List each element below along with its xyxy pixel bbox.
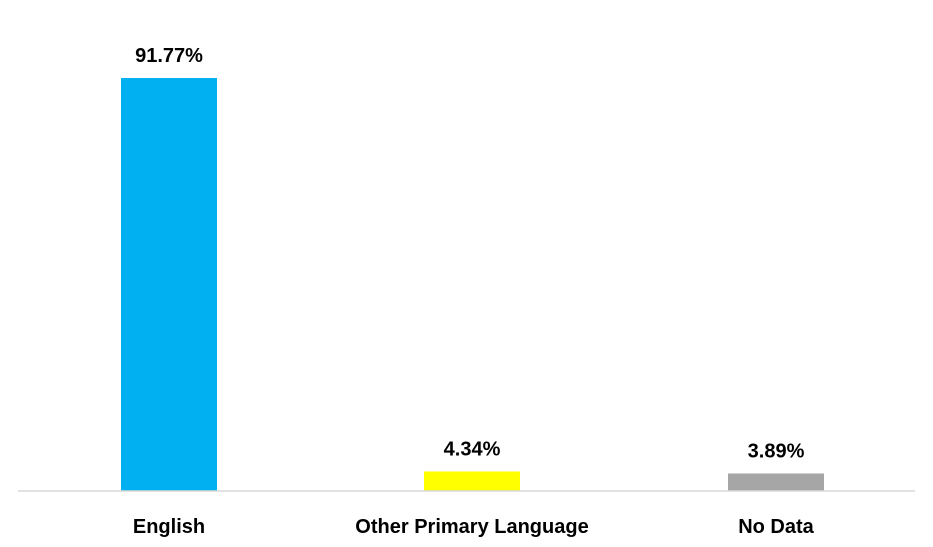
data-label-other-primary-language: 4.34% [444,438,501,460]
data-label-english: 91.77% [135,45,203,67]
data-label-no-data: 3.89% [748,440,805,462]
bar-english [121,78,217,491]
labels-layer: 91.77% English 4.34% Other Primary Language… [133,45,815,538]
category-label-other-primary-language: Other Primary Language [355,516,588,538]
bars-layer [121,78,824,491]
bar-no-data [728,473,824,491]
category-label-english: English [133,516,205,538]
bar-other-primary-language [424,471,520,491]
category-label-no-data: No Data [738,516,814,538]
